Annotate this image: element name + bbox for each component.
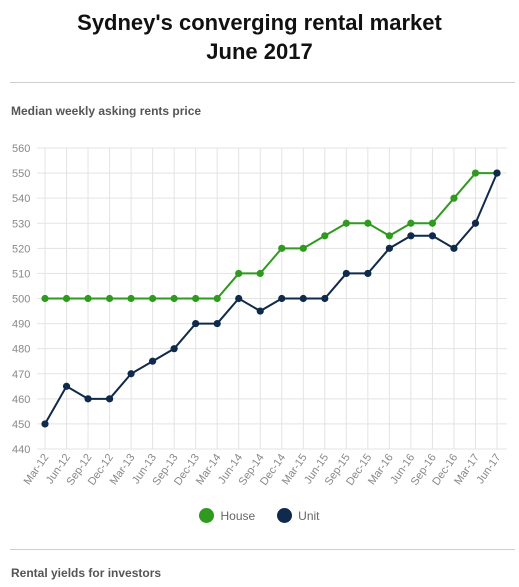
data-point-unit[interactable] xyxy=(493,169,501,177)
data-point-house[interactable] xyxy=(278,244,286,252)
data-point-unit[interactable] xyxy=(299,294,307,303)
y-tick-label: 460 xyxy=(12,394,30,406)
y-tick-label: 520 xyxy=(12,243,30,255)
data-point-unit[interactable] xyxy=(149,357,157,365)
series-lines xyxy=(44,172,498,425)
chart-title-line2: June 2017 xyxy=(206,39,313,64)
data-point-unit[interactable] xyxy=(364,269,372,278)
data-point-unit[interactable] xyxy=(278,294,286,303)
data-point-house[interactable] xyxy=(84,294,92,303)
y-tick-label: 510 xyxy=(12,268,30,280)
chart-title-line1: Sydney's converging rental market xyxy=(77,10,442,35)
data-point-house[interactable] xyxy=(428,219,437,227)
legend-item-house[interactable]: House xyxy=(199,508,255,523)
data-point-house[interactable] xyxy=(364,219,372,227)
data-point-house[interactable] xyxy=(41,294,49,303)
data-point-house[interactable] xyxy=(62,294,71,303)
data-point-house[interactable] xyxy=(105,294,114,303)
data-point-house[interactable] xyxy=(342,219,350,227)
data-point-house[interactable] xyxy=(192,294,200,303)
data-point-unit[interactable] xyxy=(105,395,114,403)
y-tick-label: 450 xyxy=(12,419,30,431)
legend-item-unit[interactable]: Unit xyxy=(277,508,320,523)
data-point-house[interactable] xyxy=(385,232,393,240)
next-section-heading: Rental yields for investors xyxy=(11,566,162,580)
data-point-house[interactable] xyxy=(170,294,178,303)
data-point-house[interactable] xyxy=(256,269,264,278)
chart-title: Sydney's converging rental market June 2… xyxy=(0,8,519,66)
legend-marker-unit xyxy=(277,508,293,523)
chart-subtitle: Median weekly asking rents price xyxy=(11,104,202,118)
data-point-unit[interactable] xyxy=(170,345,178,353)
data-point-unit[interactable] xyxy=(127,370,135,378)
data-point-unit[interactable] xyxy=(213,319,221,328)
data-point-unit[interactable] xyxy=(450,244,458,252)
series-line-unit xyxy=(44,172,498,425)
x-axis-ticks: Mar-12Jun-12Sep-12Dec-12Mar-13Jun-13Sep-… xyxy=(22,452,504,488)
y-tick-label: 530 xyxy=(12,218,30,230)
data-point-unit[interactable] xyxy=(342,269,350,278)
data-point-unit[interactable] xyxy=(192,319,200,328)
y-tick-label: 500 xyxy=(12,294,30,306)
top-divider xyxy=(10,82,515,83)
data-point-unit[interactable] xyxy=(41,420,49,428)
data-point-unit[interactable] xyxy=(428,232,437,240)
data-point-unit[interactable] xyxy=(385,244,393,252)
data-point-house[interactable] xyxy=(450,194,458,202)
legend: House Unit xyxy=(0,508,519,523)
y-tick-label: 470 xyxy=(12,369,30,381)
data-point-house[interactable] xyxy=(127,294,135,303)
y-tick-label: 560 xyxy=(12,143,30,155)
y-tick-label: 440 xyxy=(12,444,30,456)
y-tick-label: 490 xyxy=(12,319,30,331)
data-point-unit[interactable] xyxy=(235,294,243,303)
data-point-unit[interactable] xyxy=(62,382,71,390)
legend-label-house: House xyxy=(220,508,256,523)
series-points xyxy=(41,169,501,428)
data-point-unit[interactable] xyxy=(471,219,480,227)
data-point-house[interactable] xyxy=(149,294,157,303)
data-point-unit[interactable] xyxy=(321,294,329,303)
y-tick-label: 540 xyxy=(12,193,30,205)
legend-label-unit: Unit xyxy=(298,508,320,523)
bottom-divider xyxy=(10,549,515,550)
y-tick-label: 550 xyxy=(12,168,30,180)
data-point-house[interactable] xyxy=(213,294,221,303)
data-point-house[interactable] xyxy=(471,169,480,177)
data-point-unit[interactable] xyxy=(256,307,264,315)
series-line-house xyxy=(45,172,497,300)
y-axis-ticks: 440 450 460 470 480 490 500 510 520 530 540 550 560 xyxy=(12,143,30,456)
data-point-house[interactable] xyxy=(407,219,415,227)
y-tick-label: 480 xyxy=(12,344,30,356)
data-point-unit[interactable] xyxy=(407,232,415,240)
data-point-house[interactable] xyxy=(299,244,307,252)
legend-marker-house xyxy=(199,508,215,523)
data-point-house[interactable] xyxy=(235,269,243,278)
data-point-house[interactable] xyxy=(321,232,329,240)
data-point-unit[interactable] xyxy=(84,395,92,403)
line-chart: 440450460470480490500510520530540550560 … xyxy=(12,143,507,488)
